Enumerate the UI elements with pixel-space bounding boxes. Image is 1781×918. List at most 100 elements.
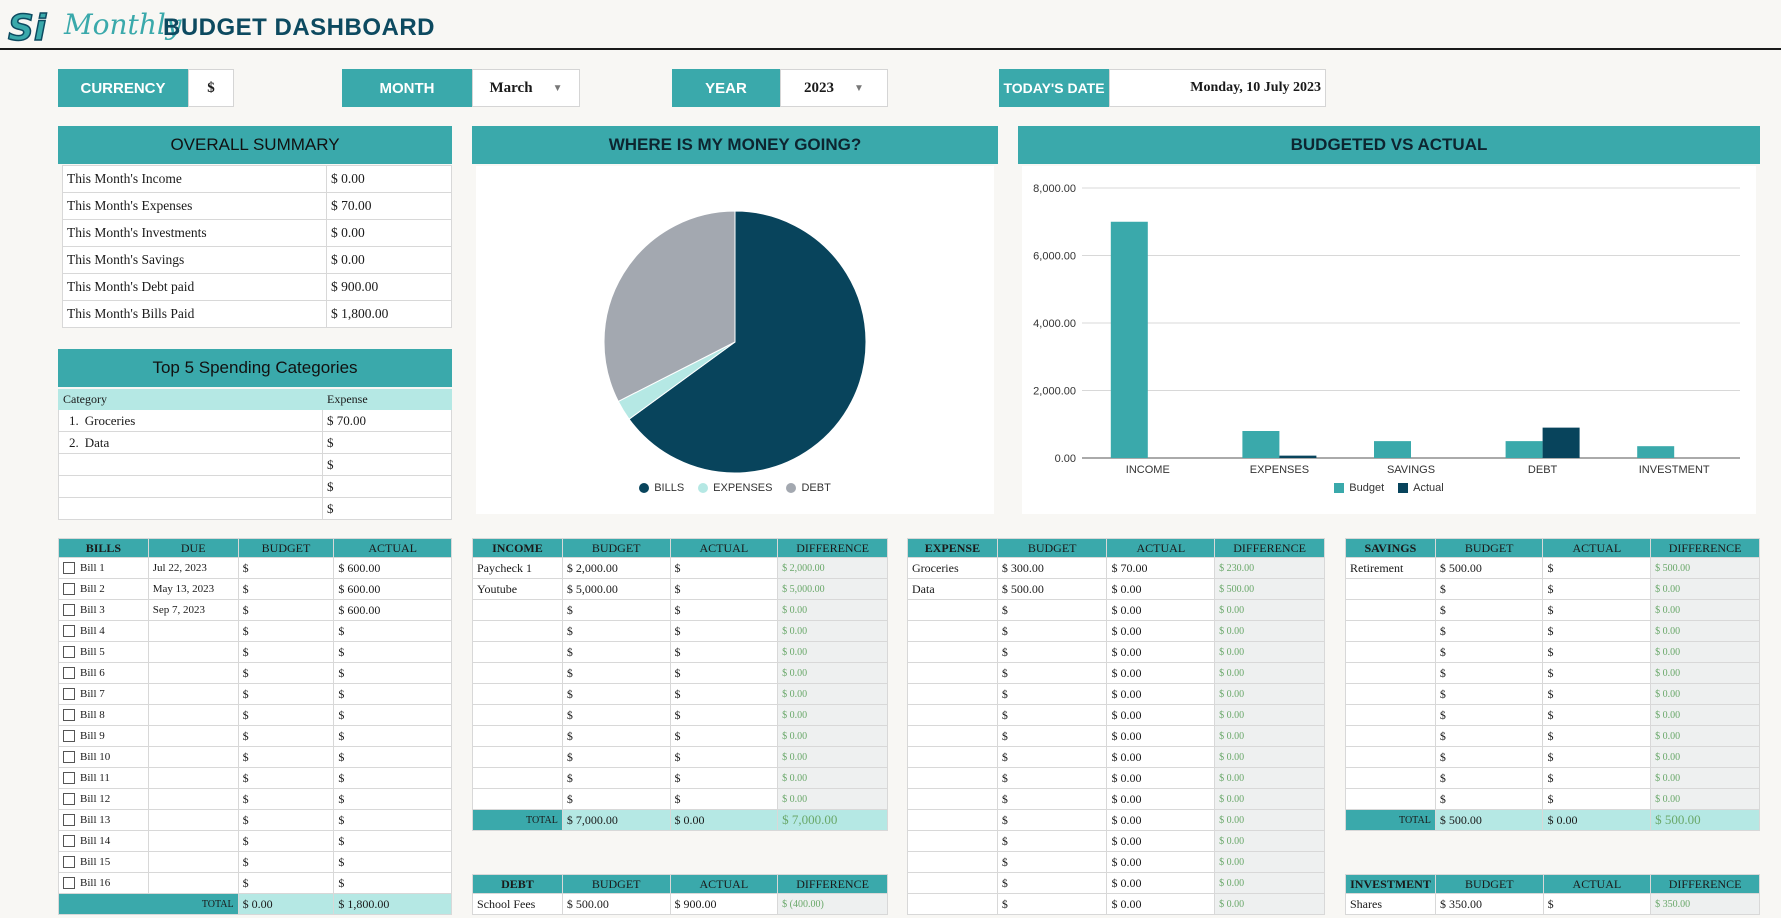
bills-actual[interactable]: $ 600.00 — [333, 557, 452, 579]
income-actual[interactable]: $ — [669, 725, 779, 747]
savings-actual[interactable]: $ — [1542, 578, 1652, 600]
income-name[interactable] — [472, 641, 563, 663]
expense-actual[interactable]: $ 0.00 — [1106, 641, 1216, 663]
expense-budget[interactable]: $ — [996, 662, 1108, 684]
expense-budget[interactable]: $ — [996, 893, 1108, 915]
income-budget[interactable]: $ — [561, 725, 671, 747]
income-actual[interactable]: $ — [669, 620, 779, 642]
income-budget[interactable]: $ — [561, 662, 671, 684]
debt-name[interactable]: School Fees — [472, 893, 563, 915]
savings-budget[interactable]: $ — [1434, 662, 1544, 684]
income-budget[interactable]: $ 5,000.00 — [561, 578, 671, 600]
bills-budget[interactable]: $ — [237, 557, 335, 579]
expense-name[interactable] — [907, 746, 998, 768]
expense-name[interactable] — [907, 851, 998, 873]
expense-actual[interactable]: $ 0.00 — [1106, 893, 1216, 915]
expense-name[interactable] — [907, 641, 998, 663]
income-name[interactable] — [472, 767, 563, 789]
bills-budget[interactable]: $ — [237, 704, 335, 726]
bills-actual[interactable]: $ — [333, 620, 452, 642]
paid-checkbox[interactable] — [63, 667, 75, 680]
savings-name[interactable] — [1345, 578, 1436, 600]
income-name[interactable] — [472, 704, 563, 726]
expense-actual[interactable]: $ 0.00 — [1106, 788, 1216, 810]
bill-due[interactable] — [147, 746, 239, 768]
expense-name[interactable]: Data — [907, 578, 998, 600]
paid-checkbox[interactable] — [63, 772, 75, 785]
income-budget[interactable]: $ — [561, 788, 671, 810]
paid-checkbox[interactable] — [63, 751, 75, 764]
savings-name[interactable] — [1345, 641, 1436, 663]
savings-actual[interactable]: $ — [1542, 599, 1652, 621]
expense-actual[interactable]: $ 0.00 — [1106, 704, 1216, 726]
expense-actual[interactable]: $ 0.00 — [1106, 851, 1216, 873]
bills-budget[interactable]: $ — [237, 683, 335, 705]
bill-due[interactable]: Jul 22, 2023 — [147, 557, 239, 579]
income-name[interactable] — [472, 725, 563, 747]
income-budget[interactable]: $ — [561, 683, 671, 705]
bill-due[interactable] — [147, 725, 239, 747]
expense-name[interactable] — [907, 872, 998, 894]
income-actual[interactable]: $ — [669, 788, 779, 810]
bill-due[interactable] — [147, 662, 239, 684]
bills-budget[interactable]: $ — [237, 746, 335, 768]
income-name[interactable]: Paycheck 1 — [472, 557, 563, 579]
bills-actual[interactable]: $ — [333, 641, 452, 663]
expense-actual[interactable]: $ 0.00 — [1106, 830, 1216, 852]
savings-budget[interactable]: $ 500.00 — [1434, 557, 1544, 579]
currency-input[interactable]: $ — [188, 69, 234, 107]
savings-budget[interactable]: $ — [1434, 578, 1544, 600]
savings-actual[interactable]: $ — [1542, 662, 1652, 684]
bill-due[interactable] — [147, 872, 239, 894]
expense-name[interactable] — [907, 893, 998, 915]
income-actual[interactable]: $ — [669, 704, 779, 726]
debt-actual[interactable]: $ 900.00 — [669, 893, 779, 915]
bills-actual[interactable]: $ — [333, 767, 452, 789]
bills-actual[interactable]: $ — [333, 704, 452, 726]
paid-checkbox[interactable] — [63, 562, 75, 575]
expense-actual[interactable]: $ 0.00 — [1106, 599, 1216, 621]
expense-name[interactable] — [907, 809, 998, 831]
bills-actual[interactable]: $ 600.00 — [333, 599, 452, 621]
income-budget[interactable]: $ — [561, 620, 671, 642]
bills-budget[interactable]: $ — [237, 641, 335, 663]
expense-actual[interactable]: $ 0.00 — [1106, 767, 1216, 789]
income-name[interactable] — [472, 620, 563, 642]
bills-budget[interactable]: $ — [237, 578, 335, 600]
expense-name[interactable] — [907, 788, 998, 810]
expense-budget[interactable]: $ — [996, 683, 1108, 705]
income-budget[interactable]: $ — [561, 767, 671, 789]
expense-name[interactable] — [907, 620, 998, 642]
income-actual[interactable]: $ — [669, 746, 779, 768]
income-name[interactable] — [472, 746, 563, 768]
bills-budget[interactable]: $ — [237, 788, 335, 810]
bills-actual[interactable]: $ — [333, 725, 452, 747]
savings-name[interactable] — [1345, 746, 1436, 768]
bills-budget[interactable]: $ — [237, 851, 335, 873]
income-actual[interactable]: $ — [669, 557, 779, 579]
paid-checkbox[interactable] — [63, 625, 75, 638]
savings-budget[interactable]: $ — [1434, 599, 1544, 621]
savings-budget[interactable]: $ — [1434, 683, 1544, 705]
savings-budget[interactable]: $ — [1434, 746, 1544, 768]
income-name[interactable] — [472, 788, 563, 810]
income-actual[interactable]: $ — [669, 599, 779, 621]
income-budget[interactable]: $ — [561, 641, 671, 663]
expense-actual[interactable]: $ 0.00 — [1106, 620, 1216, 642]
savings-name[interactable] — [1345, 620, 1436, 642]
expense-name[interactable] — [907, 662, 998, 684]
bills-actual[interactable]: $ — [333, 830, 452, 852]
savings-name[interactable] — [1345, 662, 1436, 684]
income-budget[interactable]: $ — [561, 599, 671, 621]
expense-budget[interactable]: $ — [996, 872, 1108, 894]
savings-name[interactable] — [1345, 704, 1436, 726]
expense-name[interactable]: Groceries — [907, 557, 998, 579]
savings-actual[interactable]: $ — [1542, 620, 1652, 642]
paid-checkbox[interactable] — [63, 877, 75, 890]
paid-checkbox[interactable] — [63, 709, 75, 722]
income-name[interactable]: Youtube — [472, 578, 563, 600]
expense-budget[interactable]: $ — [996, 830, 1108, 852]
bills-budget[interactable]: $ — [237, 662, 335, 684]
paid-checkbox[interactable] — [63, 688, 75, 701]
savings-actual[interactable]: $ — [1542, 557, 1652, 579]
